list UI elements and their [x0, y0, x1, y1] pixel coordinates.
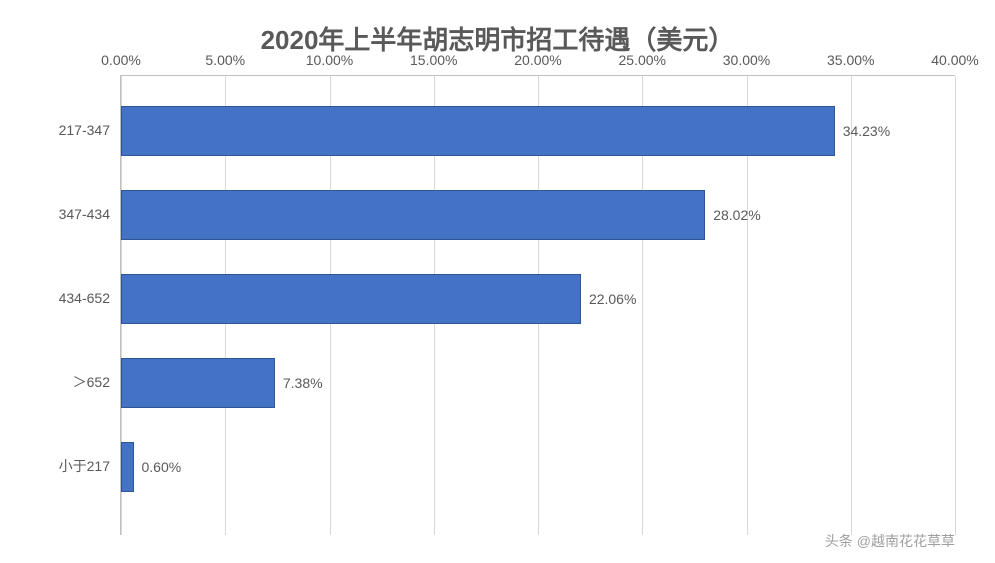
watermark-prefix: 头条 — [825, 533, 853, 549]
y-label-1: 347-434 — [59, 206, 110, 222]
bar-4 — [121, 442, 134, 492]
bar-label-3: 7.38% — [283, 375, 323, 391]
bar-row-1: 28.02% — [121, 190, 955, 240]
chart-title: 2020年上半年胡志明市招工待遇（美元） — [40, 20, 955, 57]
bar-row-0: 34.23% — [121, 106, 955, 156]
bar-label-1: 28.02% — [713, 207, 760, 223]
x-tick-6: 30.00% — [723, 52, 770, 68]
bar-label-0: 34.23% — [843, 123, 890, 139]
bar-label-4: 0.60% — [142, 459, 182, 475]
x-tick-7: 35.00% — [827, 52, 874, 68]
x-tick-4: 20.00% — [514, 52, 561, 68]
y-axis: 217-347 347-434 434-652 ＞652 小于217 — [40, 75, 120, 535]
y-label-4: 小于217 — [59, 456, 110, 476]
x-tick-1: 5.00% — [205, 52, 245, 68]
x-tick-2: 10.00% — [306, 52, 353, 68]
bar-1 — [121, 190, 705, 240]
x-tick-8: 40.00% — [931, 52, 978, 68]
y-label-3: ＞652 — [73, 372, 110, 392]
bar-row-2: 22.06% — [121, 274, 955, 324]
bar-row-4: 0.60% — [121, 442, 955, 492]
bar-label-2: 22.06% — [589, 291, 636, 307]
watermark: 头条@越南花花草草 — [825, 531, 955, 551]
watermark-text: @越南花花草草 — [857, 533, 955, 549]
bar-row-3: 7.38% — [121, 358, 955, 408]
y-label-0: 217-347 — [59, 122, 110, 138]
bar-0 — [121, 106, 835, 156]
plot: 217-347 347-434 434-652 ＞652 小于217 0.00%… — [40, 75, 955, 535]
bar-2 — [121, 274, 581, 324]
x-tick-3: 15.00% — [410, 52, 457, 68]
plot-area: 0.00% 5.00% 10.00% 15.00% 20.00% 25.00% … — [120, 75, 955, 535]
chart-container: 2020年上半年胡志明市招工待遇（美元） 217-347 347-434 434… — [0, 0, 995, 563]
y-label-2: 434-652 — [59, 290, 110, 306]
x-tick-5: 25.00% — [619, 52, 666, 68]
bar-3 — [121, 358, 275, 408]
x-tick-0: 0.00% — [101, 52, 141, 68]
gridline-8 — [955, 76, 956, 535]
